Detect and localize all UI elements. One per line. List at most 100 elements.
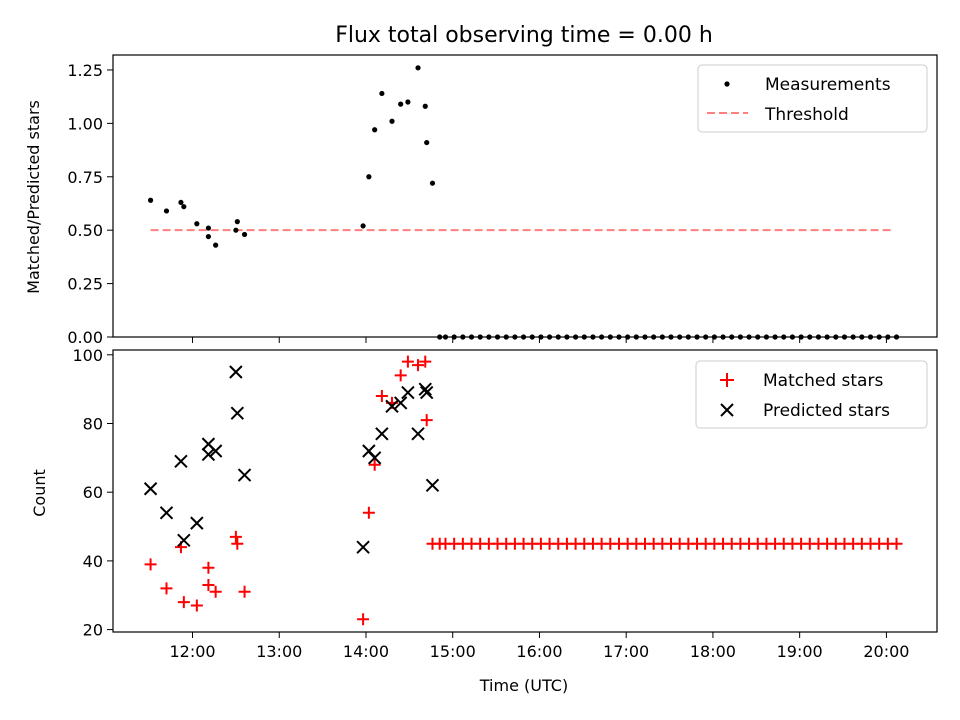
x-tick-label: 18:00: [690, 642, 736, 661]
x-tick-label: 20:00: [863, 642, 909, 661]
measurement-point: [178, 199, 184, 206]
top-axes-frame: [112, 54, 938, 338]
predicted-star-point: [159, 506, 174, 520]
matched-star-point: [890, 537, 903, 550]
measurement-point: [424, 139, 430, 146]
measurement-point: [429, 180, 436, 186]
bottom-legend-box: [695, 360, 928, 429]
top-y-tick-label: 1.25: [67, 61, 103, 80]
x-tick-label: 15:00: [430, 642, 476, 661]
predicted-star-point: [367, 451, 382, 465]
legend-matched-marker: [720, 373, 734, 387]
matched-star-point: [412, 359, 425, 372]
top-y-axis-label: Matched/Predicted stars: [24, 100, 43, 294]
measurement-point: [194, 221, 200, 227]
predicted-star-point: [143, 482, 158, 496]
top-y-tick-label: 0.50: [67, 221, 103, 240]
predicted-star-point: [177, 533, 191, 547]
top-y-tick-label: 1.00: [67, 114, 103, 133]
top-y-tick-label: 0.75: [67, 168, 103, 187]
measurement-point: [398, 101, 404, 107]
x-tick-label: 19:00: [777, 642, 823, 661]
top-y-tick-label: 0.00: [67, 328, 103, 347]
matched-star-point: [401, 355, 414, 368]
bottom-axes-frame: [112, 349, 938, 633]
measurement-point: [233, 227, 239, 233]
predicted-star-point: [411, 427, 425, 441]
predicted-star-point: [190, 516, 204, 530]
legend-predicted-label: Predicted stars: [763, 401, 890, 421]
x-tick-label: 12:00: [169, 642, 215, 661]
measurement-point: [422, 103, 428, 109]
bottom-y-tick-label: 40: [83, 552, 103, 571]
measurement-point: [415, 65, 421, 71]
top-legend: Measurements Threshold: [697, 64, 928, 133]
measurement-point: [147, 197, 154, 203]
matched-star-point: [160, 582, 173, 595]
predicted-star-point: [375, 427, 389, 441]
top-y-tick-label: 0.25: [67, 275, 103, 294]
bottom-panel: 20 40 60 80 100 12:00 13:00 14:00 15:00 16:00 17:0…: [72, 346, 938, 661]
matched-star-point: [144, 558, 157, 571]
matched-star-point: [368, 458, 381, 471]
measurement-point: [389, 118, 395, 124]
predicted-star-point: [201, 447, 216, 462]
measurement-point: [405, 99, 411, 105]
predicted-star-point: [229, 365, 243, 379]
matched-star-point: [419, 355, 432, 368]
legend-measurements-marker: [724, 81, 730, 87]
predicted-star-point: [230, 406, 245, 420]
matched-star-point: [357, 613, 370, 626]
matched-star-point: [229, 530, 242, 543]
measurement-point: [372, 127, 378, 133]
measurement-point: [181, 204, 187, 210]
measurement-point: [205, 233, 212, 240]
bottom-y-tick-label: 100: [72, 346, 103, 365]
matched-star-point: [202, 578, 215, 591]
predicted-star-point: [393, 396, 408, 410]
x-tick-label: 16:00: [516, 642, 562, 661]
predicted-star-point: [208, 444, 223, 458]
measurement-point: [163, 208, 170, 214]
predicted-star-point: [425, 478, 440, 493]
x-tick-label: 13:00: [256, 642, 302, 661]
x-tick-label: 17:00: [603, 642, 649, 661]
measurement-point: [379, 90, 385, 97]
matched-star-point: [177, 596, 190, 609]
predicted-star-point: [356, 540, 370, 554]
measurement-point: [205, 225, 212, 231]
matched-star-point: [238, 585, 251, 598]
measurement-point: [366, 174, 372, 180]
predicted-star-point: [419, 385, 434, 400]
matched-star-point: [362, 506, 375, 519]
measurement-point: [234, 219, 240, 225]
matched-star-point: [420, 414, 433, 427]
measurement-point: [360, 223, 366, 229]
predicted-star-point: [385, 399, 399, 414]
matched-star-point: [231, 537, 244, 550]
bottom-legend: Matched stars Predicted stars: [695, 360, 928, 429]
x-tick-label: 14:00: [343, 642, 389, 661]
legend-predicted-marker: [720, 403, 734, 417]
bottom-y-tick-label: 20: [83, 621, 103, 640]
bottom-y-axis-label: Count: [30, 469, 49, 517]
matched-star-point: [375, 390, 388, 403]
matched-star-point: [190, 599, 203, 612]
measurement-point: [213, 242, 219, 248]
predicted-star-point: [418, 382, 432, 396]
bottom-y-tick-label: 80: [83, 415, 103, 434]
predicted-star-point: [237, 468, 252, 482]
matched-star-point: [209, 585, 222, 598]
measurement-point: [241, 231, 248, 238]
top-legend-box: [697, 64, 928, 133]
legend-measurements-label: Measurements: [765, 75, 891, 95]
bottom-y-tick-label: 60: [83, 483, 103, 502]
chart-title: Flux total observing time = 0.00 h: [335, 23, 713, 48]
legend-matched-label: Matched stars: [763, 371, 883, 391]
top-panel: 0.00 0.25 0.50 0.75 1.00 1.25: [67, 54, 938, 347]
x-axis-label: Time (UTC): [479, 676, 568, 695]
matched-star-point: [202, 561, 215, 574]
matched-star-point: [394, 369, 407, 382]
predicted-star-point: [174, 454, 188, 468]
